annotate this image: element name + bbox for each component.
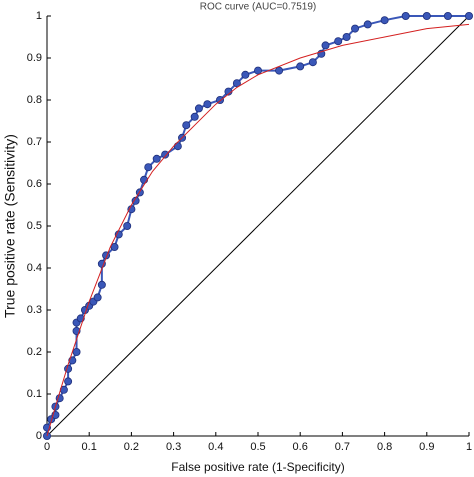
point [64, 377, 73, 386]
point [241, 70, 250, 79]
x-tick-label: 0.7 [335, 441, 350, 453]
point [123, 221, 132, 230]
x-tick-label: 0.3 [166, 441, 181, 453]
point [97, 259, 106, 268]
point [194, 104, 203, 113]
point [182, 121, 191, 130]
point [190, 112, 199, 121]
y-tick-label: 0.1 [27, 388, 42, 400]
point [308, 58, 317, 67]
point [363, 20, 372, 29]
y-tick-label: 0.4 [27, 262, 42, 274]
y-tick-label: 0.8 [27, 94, 42, 106]
x-tick-label: 0.4 [208, 441, 223, 453]
point [140, 175, 149, 184]
y-tick-label: 1 [36, 10, 42, 22]
point [351, 24, 360, 33]
x-tick-label: 0.9 [419, 441, 434, 453]
x-tick-label: 0.2 [124, 441, 139, 453]
point [173, 142, 182, 151]
point [380, 16, 389, 25]
point [253, 66, 262, 75]
point [443, 11, 452, 20]
point [464, 11, 473, 20]
x-tick-label: 0.8 [377, 441, 392, 453]
point [93, 293, 102, 302]
point [72, 347, 81, 356]
point [321, 41, 330, 50]
y-tick-label: 0 [36, 430, 42, 442]
point [144, 163, 153, 172]
point [110, 242, 119, 251]
point [334, 37, 343, 46]
x-tick-label: 0.5 [250, 441, 265, 453]
series-line [46, 15, 470, 437]
y-tick-label: 0.5 [27, 220, 42, 232]
x-axis-label: False positive rate (1-Specificity) [171, 460, 344, 474]
point [97, 280, 106, 289]
point [296, 62, 305, 71]
x-tick-label: 0 [44, 441, 50, 453]
y-tick-label: 0.3 [27, 304, 42, 316]
y-axis-label: True positive rate (Sensitivity) [2, 134, 18, 318]
y-tick-label: 0.9 [27, 52, 42, 64]
point [422, 11, 431, 20]
series-line [46, 23, 470, 437]
point [131, 196, 140, 205]
point [161, 150, 170, 159]
chart-title: ROC curve (AUC=0.7519) [200, 2, 316, 13]
point [203, 100, 212, 109]
x-tick-label: 1 [466, 441, 472, 453]
point [232, 79, 241, 88]
x-tick-label: 0.6 [293, 441, 308, 453]
point [152, 154, 161, 163]
point [401, 11, 410, 20]
point [275, 66, 284, 75]
y-tick-label: 0.7 [27, 136, 42, 148]
x-tick-label: 0.1 [82, 441, 97, 453]
y-tick-label: 0.2 [27, 346, 42, 358]
y-tick-label: 0.6 [27, 178, 42, 190]
point [342, 33, 351, 42]
